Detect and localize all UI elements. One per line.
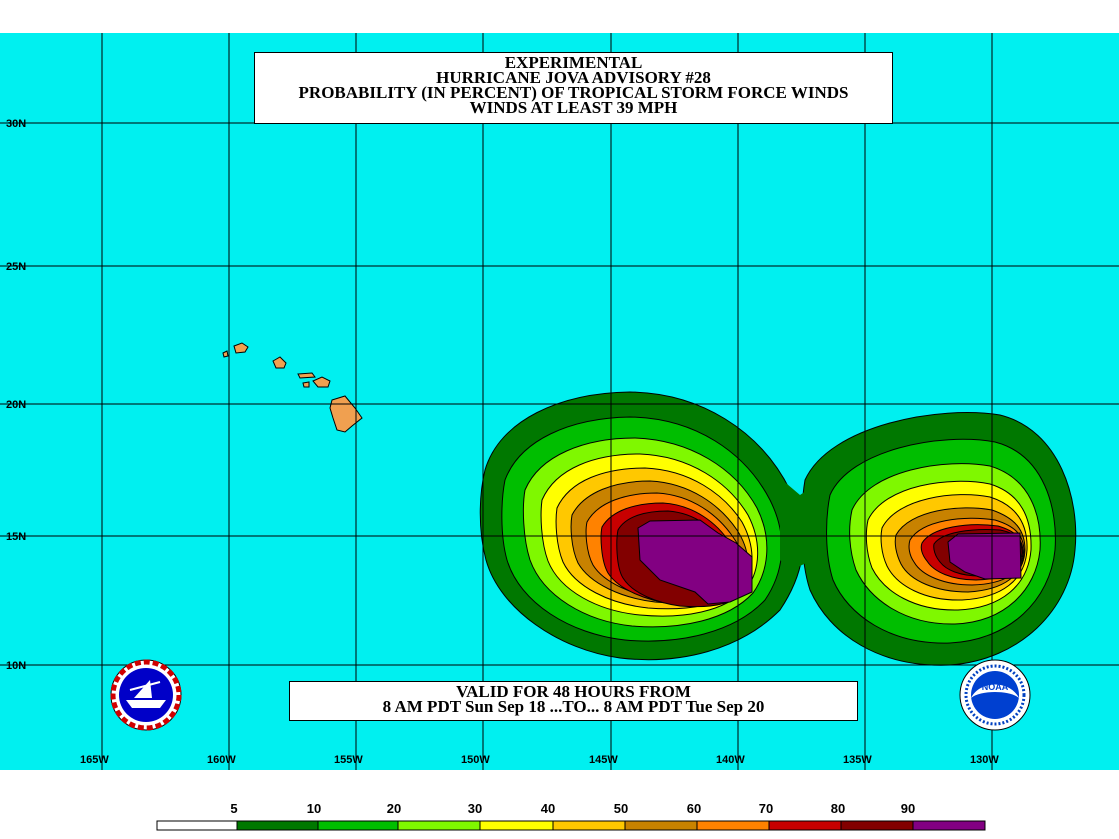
east-storm-contours xyxy=(801,412,1077,666)
svg-text:NOAA: NOAA xyxy=(982,682,1009,692)
legend-label-50: 50 xyxy=(613,801,629,816)
lon-label-165w: 165W xyxy=(80,754,109,766)
legend-swatch-3 xyxy=(397,820,481,831)
legend-swatch-2 xyxy=(317,820,399,831)
legend-swatch-6 xyxy=(624,820,698,831)
legend-label-60: 60 xyxy=(686,801,702,816)
legend-label-10: 10 xyxy=(306,801,322,816)
noaa-logo-icon: NOAA xyxy=(959,659,1031,731)
legend-swatch-9 xyxy=(840,820,914,831)
lat-label-20n: 20N xyxy=(6,399,26,411)
island-kauai xyxy=(233,342,249,354)
lon-label-130w: 130W xyxy=(970,754,999,766)
lat-labels: 30N 25N 20N 15N 10N xyxy=(6,118,26,672)
legend-label-70: 70 xyxy=(758,801,774,816)
legend-label-80: 80 xyxy=(830,801,846,816)
lon-label-150w: 150W xyxy=(461,754,490,766)
legend-label-40: 40 xyxy=(540,801,556,816)
legend-label-30: 30 xyxy=(467,801,483,816)
title-line-2: HURRICANE JOVA ADVISORY #28 xyxy=(436,68,711,87)
legend-swatch-0 xyxy=(156,820,238,831)
title-box: EXPERIMENTAL HURRICANE JOVA ADVISORY #28… xyxy=(254,52,893,124)
east-contour-90 xyxy=(947,532,1022,580)
legend-swatch-5 xyxy=(552,820,626,831)
lat-label-30n: 30N xyxy=(6,118,26,130)
west-storm-contours xyxy=(479,391,804,661)
island-lanai xyxy=(302,381,310,388)
lon-label-145w: 145W xyxy=(589,754,618,766)
island-maui xyxy=(312,376,331,388)
legend-label-20: 20 xyxy=(386,801,402,816)
nws-logo-icon xyxy=(110,659,182,731)
legend-swatch-8 xyxy=(768,820,842,831)
lat-label-15n: 15N xyxy=(6,531,26,543)
legend-bar xyxy=(156,820,986,831)
lat-label-25n: 25N xyxy=(6,261,26,273)
title-line-3: PROBABILITY (IN PERCENT) OF TROPICAL STO… xyxy=(298,83,849,102)
island-molokai xyxy=(297,372,316,379)
contour-bridge xyxy=(780,478,815,570)
valid-line-2: 8 AM PDT Sun Sep 18 ...TO... 8 AM PDT Tu… xyxy=(382,697,765,716)
lon-labels: 165W 160W 155W 150W 145W 140W 135W 130W xyxy=(80,754,999,766)
lon-label-140w: 140W xyxy=(716,754,745,766)
legend-swatch-10 xyxy=(912,820,986,831)
legend-swatch-4 xyxy=(479,820,554,831)
hawaiian-islands xyxy=(222,342,363,433)
island-oahu xyxy=(272,356,287,369)
legend-label-90: 90 xyxy=(900,801,916,816)
title-line-4: WINDS AT LEAST 39 MPH xyxy=(469,98,678,117)
legend-swatch-1 xyxy=(236,820,319,831)
valid-time-box: VALID FOR 48 HOURS FROM 8 AM PDT Sun Sep… xyxy=(289,681,858,721)
island-hawaii xyxy=(329,395,363,433)
lon-label-135w: 135W xyxy=(843,754,872,766)
west-contour-90 xyxy=(637,519,753,605)
lon-label-155w: 155W xyxy=(334,754,363,766)
valid-line-1: VALID FOR 48 HOURS FROM xyxy=(456,682,691,701)
legend-swatch-7 xyxy=(696,820,770,831)
island-niihau xyxy=(222,350,229,358)
lat-lon-grid xyxy=(0,33,1119,770)
lon-label-160w: 160W xyxy=(207,754,236,766)
legend-label-5: 5 xyxy=(230,801,238,816)
lat-label-10n: 10N xyxy=(6,660,26,672)
title-line-1: EXPERIMENTAL xyxy=(504,53,643,72)
